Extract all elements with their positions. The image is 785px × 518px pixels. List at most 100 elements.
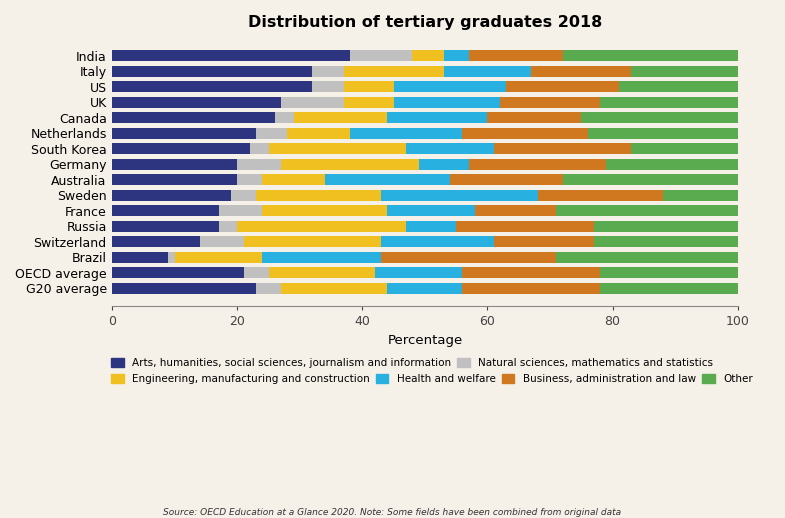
Bar (112, 66, 312, 77)
Bar (600, 97, 738, 108)
Bar (256, 283, 281, 294)
Bar (112, 81, 312, 92)
Legend: Engineering, manufacturing and construction, Health and welfare, Business, admin: Engineering, manufacturing and construct… (111, 374, 753, 384)
Bar (237, 221, 406, 232)
Bar (393, 97, 500, 108)
Bar (256, 190, 382, 201)
Bar (262, 174, 325, 185)
Bar (631, 66, 738, 77)
Bar (587, 128, 738, 139)
Bar (593, 236, 738, 248)
Bar (606, 159, 738, 170)
Bar (412, 50, 444, 62)
Bar (506, 81, 619, 92)
Bar (256, 128, 287, 139)
Bar (112, 159, 237, 170)
Bar (406, 143, 494, 154)
Bar (112, 221, 218, 232)
Bar (287, 128, 350, 139)
Bar (112, 283, 256, 294)
Bar (631, 143, 738, 154)
Bar (387, 283, 462, 294)
Bar (199, 236, 243, 248)
Bar (500, 97, 600, 108)
Bar (112, 97, 281, 108)
Bar (112, 128, 256, 139)
Bar (112, 236, 199, 248)
Bar (387, 205, 475, 217)
Bar (312, 81, 344, 92)
Bar (275, 112, 294, 123)
Bar (418, 159, 469, 170)
Bar (563, 50, 738, 62)
X-axis label: Percentage: Percentage (387, 334, 462, 347)
Bar (112, 252, 169, 263)
Bar (382, 236, 494, 248)
Bar (268, 143, 406, 154)
Bar (281, 159, 418, 170)
Bar (294, 112, 387, 123)
Bar (281, 283, 387, 294)
Bar (218, 221, 237, 232)
Bar (268, 267, 375, 278)
Bar (469, 50, 563, 62)
Bar (325, 174, 450, 185)
Bar (382, 252, 557, 263)
Bar (663, 190, 738, 201)
Bar (262, 252, 382, 263)
Bar (557, 205, 738, 217)
Bar (600, 283, 738, 294)
Bar (600, 267, 738, 278)
Bar (406, 221, 456, 232)
Bar (112, 112, 275, 123)
Bar (344, 66, 444, 77)
Bar (243, 267, 268, 278)
Bar (344, 81, 393, 92)
Bar (112, 143, 250, 154)
Bar (112, 190, 231, 201)
Bar (456, 221, 593, 232)
Bar (469, 159, 606, 170)
Bar (281, 97, 344, 108)
Bar (475, 205, 557, 217)
Bar (450, 174, 563, 185)
Bar (231, 190, 256, 201)
Bar (169, 252, 175, 263)
Bar (237, 159, 281, 170)
Bar (344, 97, 393, 108)
Bar (350, 50, 412, 62)
Bar (312, 66, 344, 77)
Bar (557, 252, 738, 263)
Bar (494, 236, 593, 248)
Bar (112, 50, 350, 62)
Bar (462, 128, 587, 139)
Bar (350, 128, 462, 139)
Bar (619, 81, 738, 92)
Bar (112, 205, 218, 217)
Bar (250, 143, 268, 154)
Bar (538, 190, 663, 201)
Bar (243, 236, 382, 248)
Bar (462, 283, 600, 294)
Bar (444, 50, 469, 62)
Bar (494, 143, 631, 154)
Bar (382, 190, 538, 201)
Bar (112, 267, 243, 278)
Bar (444, 66, 531, 77)
Bar (175, 252, 262, 263)
Bar (582, 112, 738, 123)
Bar (237, 174, 262, 185)
Bar (563, 174, 738, 185)
Bar (462, 267, 600, 278)
Text: Source: OECD Education at a Glance 2020. Note: Some fields have been combined fr: Source: OECD Education at a Glance 2020.… (163, 508, 622, 517)
Bar (218, 205, 262, 217)
Bar (487, 112, 582, 123)
Title: Distribution of tertiary graduates 2018: Distribution of tertiary graduates 2018 (248, 15, 602, 30)
Bar (593, 221, 738, 232)
Bar (393, 81, 506, 92)
Bar (387, 112, 487, 123)
Bar (531, 66, 631, 77)
Bar (262, 205, 387, 217)
Bar (112, 174, 237, 185)
Bar (375, 267, 462, 278)
